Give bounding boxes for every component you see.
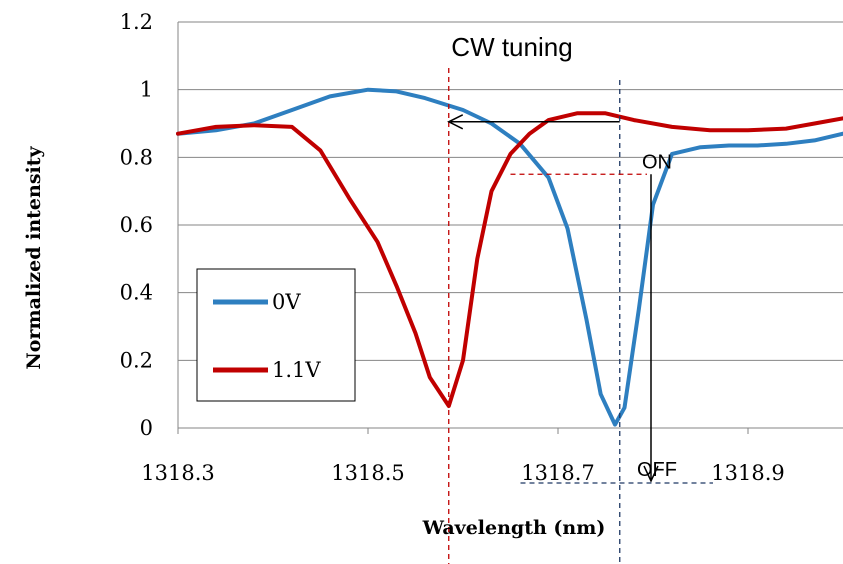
switch-arrow-head — [643, 465, 659, 483]
off-label: OFF — [637, 459, 677, 481]
x-tick-label: 1318.9 — [711, 461, 784, 485]
legend: 0V 1.1V — [196, 268, 356, 402]
x-tick-label: 1318.3 — [141, 461, 214, 485]
y-tick-label: 1 — [140, 78, 153, 102]
on-label: ON — [642, 151, 672, 173]
x-tick-label: 1318.5 — [331, 461, 404, 485]
y-tick-label: 0.8 — [120, 145, 153, 169]
y-tick-label: 0.6 — [120, 213, 153, 237]
tick-labels: 0 0.2 0.4 0.6 0.8 1 1.2 1318.3 1318.5 1318.7 1318.… — [120, 10, 785, 485]
tuning-arrow-head — [447, 114, 464, 130]
y-tick-label: 1.2 — [120, 10, 153, 34]
y-tick-label: 0.2 — [120, 348, 153, 372]
y-tick-label: 0.4 — [120, 281, 153, 305]
series-line-0v — [176, 87, 843, 427]
legend-box — [196, 268, 356, 402]
annotations: ON OFF — [447, 68, 713, 564]
x-tick-label: 1318.7 — [521, 461, 594, 485]
series-lines — [176, 87, 843, 427]
y-axis-label: Normalized intensity — [23, 145, 45, 369]
chart-title: CW tuning — [451, 32, 572, 62]
legend-label-0v: 0V — [272, 290, 301, 314]
x-axis-label: Wavelength (nm) — [422, 517, 606, 539]
y-tick-label: 0 — [140, 416, 153, 440]
axes — [177, 22, 843, 434]
legend-label-1-1v: 1.1V — [272, 358, 321, 382]
series-line-1-1v — [176, 111, 843, 408]
